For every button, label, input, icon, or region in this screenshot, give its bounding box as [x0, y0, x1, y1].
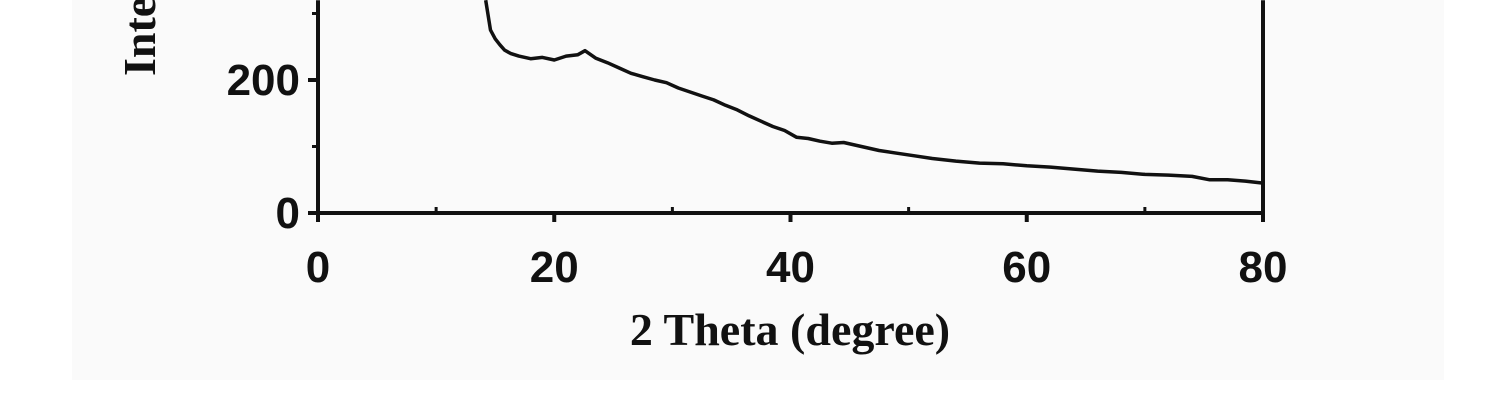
x-tick-label: 20 [530, 243, 579, 292]
y-tick-label: 0 [276, 189, 300, 238]
plot-background [72, 0, 1444, 380]
y-axis-label: Intensity [114, 0, 165, 76]
y-tick-label: 200 [227, 56, 300, 105]
x-tick-label: 80 [1239, 243, 1288, 292]
x-tick-label: 0 [306, 243, 330, 292]
x-tick-label: 40 [766, 243, 815, 292]
x-tick-label: 60 [1002, 243, 1051, 292]
data-line [483, 0, 1264, 185]
x-axis-label: 2 Theta (degree) [630, 304, 950, 355]
